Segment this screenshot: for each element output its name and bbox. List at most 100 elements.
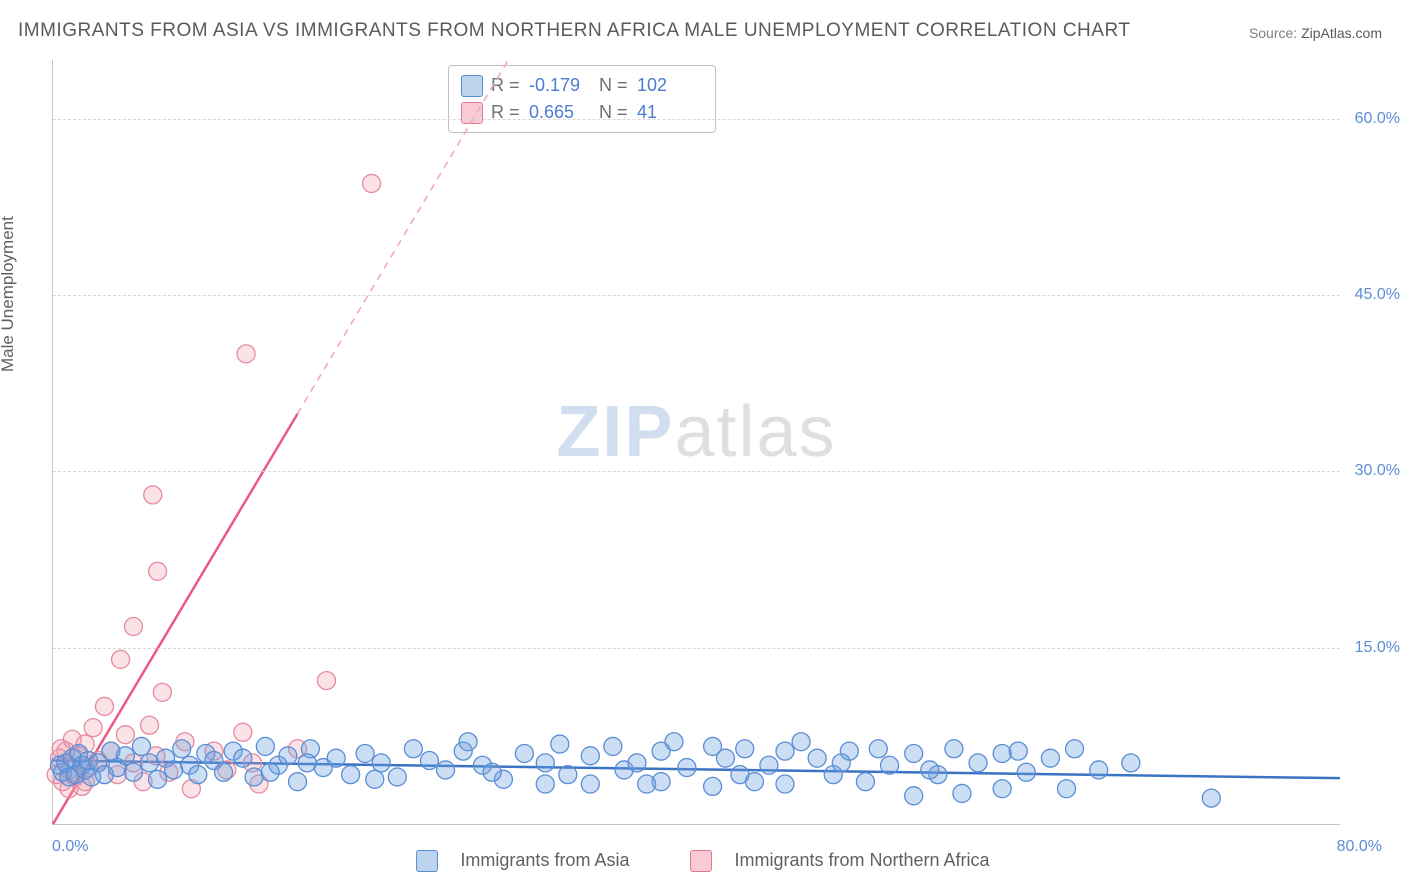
gridline <box>53 295 1340 296</box>
point-asia <box>342 766 360 784</box>
gridline <box>53 648 1340 649</box>
point-asia <box>945 740 963 758</box>
point-asia <box>760 756 778 774</box>
point-asia <box>536 754 554 772</box>
point-asia <box>289 773 307 791</box>
point-asia <box>420 752 438 770</box>
point-asia <box>604 737 622 755</box>
point-asia <box>736 740 754 758</box>
point-asia <box>869 740 887 758</box>
y-tick-label: 60.0% <box>1345 110 1400 128</box>
point-asia <box>536 775 554 793</box>
point-asia <box>905 787 923 805</box>
trendline-nafrica-dash <box>298 60 509 414</box>
point-asia <box>678 759 696 777</box>
point-asia <box>327 749 345 767</box>
point-asia <box>1041 749 1059 767</box>
point-nafrica <box>234 723 252 741</box>
point-asia <box>745 773 763 791</box>
y-tick-label: 30.0% <box>1345 462 1400 480</box>
point-asia <box>404 740 422 758</box>
point-nafrica <box>124 618 142 636</box>
point-asia <box>388 768 406 786</box>
point-nafrica <box>141 716 159 734</box>
point-asia <box>716 749 734 767</box>
point-asia <box>581 775 599 793</box>
point-asia <box>993 780 1011 798</box>
point-asia <box>173 740 191 758</box>
point-asia <box>881 756 899 774</box>
point-asia <box>704 777 722 795</box>
point-asia <box>149 770 167 788</box>
point-asia <box>116 747 134 765</box>
point-asia <box>638 775 656 793</box>
point-asia <box>132 737 150 755</box>
point-asia <box>551 735 569 753</box>
point-asia <box>356 744 374 762</box>
point-asia <box>298 754 316 772</box>
point-asia <box>165 761 183 779</box>
point-asia <box>372 754 390 772</box>
point-asia <box>279 747 297 765</box>
point-asia <box>953 784 971 802</box>
y-tick-label: 15.0% <box>1345 639 1400 657</box>
legend-item-asia: Immigrants from Asia <box>402 850 648 870</box>
point-asia <box>792 733 810 751</box>
point-asia <box>628 754 646 772</box>
point-asia <box>993 744 1011 762</box>
point-asia <box>665 733 683 751</box>
point-asia <box>808 749 826 767</box>
point-asia <box>189 766 207 784</box>
point-nafrica <box>95 697 113 715</box>
point-nafrica <box>84 719 102 737</box>
swatch-pink-icon <box>690 850 712 872</box>
legend-label-asia: Immigrants from Asia <box>460 850 629 870</box>
point-nafrica <box>112 650 130 668</box>
point-asia <box>1122 754 1140 772</box>
point-nafrica <box>237 345 255 363</box>
point-asia <box>483 763 501 781</box>
point-asia <box>832 754 850 772</box>
point-asia <box>856 773 874 791</box>
point-asia <box>969 754 987 772</box>
swatch-blue-icon <box>416 850 438 872</box>
source-attribution: Source: ZipAtlas.com <box>1249 25 1382 41</box>
point-asia <box>905 744 923 762</box>
point-asia <box>1090 761 1108 779</box>
chart-title: IMMIGRANTS FROM ASIA VS IMMIGRANTS FROM … <box>18 20 1130 42</box>
point-asia <box>515 744 533 762</box>
point-asia <box>245 768 263 786</box>
point-asia <box>1017 763 1035 781</box>
point-asia <box>366 770 384 788</box>
point-asia <box>261 763 279 781</box>
point-asia <box>559 766 577 784</box>
point-asia <box>776 742 794 760</box>
point-asia <box>256 737 274 755</box>
point-nafrica <box>116 726 134 744</box>
point-nafrica <box>149 562 167 580</box>
plot-area: ZIPatlas R = -0.179 N = 102 R = 0.665 N … <box>52 60 1340 825</box>
point-nafrica <box>144 486 162 504</box>
point-asia <box>921 761 939 779</box>
source-site: ZipAtlas.com <box>1301 25 1382 41</box>
point-asia <box>234 749 252 767</box>
point-asia <box>581 747 599 765</box>
y-axis-label: Male Unemployment <box>0 216 18 372</box>
point-asia <box>437 761 455 779</box>
point-nafrica <box>317 672 335 690</box>
y-tick-label: 45.0% <box>1345 286 1400 304</box>
point-asia <box>459 733 477 751</box>
source-label: Source: <box>1249 25 1301 41</box>
point-nafrica <box>363 174 381 192</box>
point-asia <box>1202 789 1220 807</box>
point-asia <box>1058 780 1076 798</box>
point-asia <box>1009 742 1027 760</box>
legend-item-nafrica: Immigrants from Northern Africa <box>676 850 1003 870</box>
legend-bottom: Immigrants from Asia Immigrants from Nor… <box>0 850 1406 872</box>
point-asia <box>1066 740 1084 758</box>
gridline <box>53 119 1340 120</box>
point-nafrica <box>153 683 171 701</box>
legend-label-nafrica: Immigrants from Northern Africa <box>734 850 989 870</box>
gridline <box>53 471 1340 472</box>
point-asia <box>141 754 159 772</box>
